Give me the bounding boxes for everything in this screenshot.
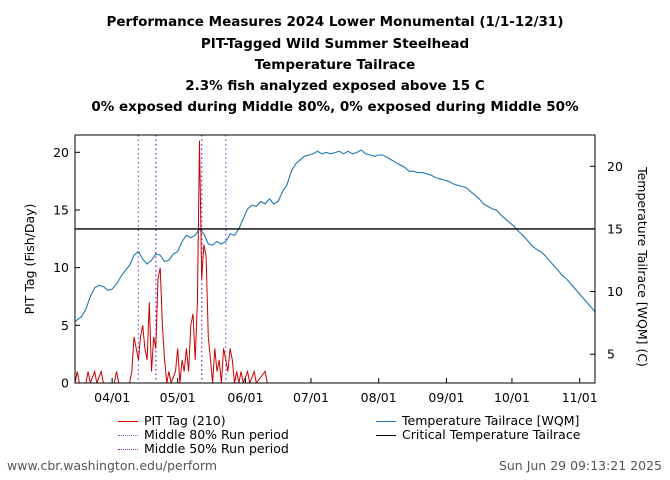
x-tick-label: 09/01 — [428, 390, 464, 405]
x-tick-label: 05/01 — [160, 390, 196, 405]
legend-middle-80-swatch — [118, 435, 138, 436]
legend-temperature: Temperature Tailrace [WQM] — [376, 414, 579, 428]
legend-pit-tag: PIT Tag (210) — [118, 414, 226, 428]
legend-pit-tag-swatch — [118, 421, 138, 422]
legend-pit-tag-label: PIT Tag (210) — [144, 413, 226, 428]
y-left-tick-label: 20 — [53, 145, 69, 160]
y-left-tick-label: 15 — [53, 202, 69, 217]
y-left-axis-label: PIT Tag (Fish/Day) — [22, 204, 37, 315]
x-tick-label: 06/01 — [227, 390, 263, 405]
chart-title-line-1: Performance Measures 2024 Lower Monument… — [106, 14, 564, 30]
legend-middle-50-swatch — [118, 449, 138, 450]
chart-title-line-2: PIT-Tagged Wild Summer Steelhead — [200, 36, 470, 52]
plot-layer: 0 5 10 15 20 5 10 15 20 04/01 05/01 06/01 07/01 08/01… — [22, 134, 650, 405]
chart-title-line-5: 0% exposed during Middle 80%, 0% exposed… — [91, 99, 579, 115]
legend-middle-80: Middle 80% Run period — [118, 428, 289, 442]
legend-middle-50: Middle 50% Run period — [118, 442, 289, 456]
chart-title-line-4: 2.3% fish analyzed exposed above 15 C — [185, 78, 485, 94]
legend-temperature-label: Temperature Tailrace [WQM] — [402, 413, 580, 428]
y-left-tick-label: 0 — [61, 376, 69, 391]
y-right-tick-label: 20 — [607, 159, 623, 174]
y-right-tick-label: 15 — [607, 221, 623, 236]
y-left-tick-label: 10 — [53, 260, 69, 275]
legend-middle-80-label: Middle 80% Run period — [144, 427, 289, 442]
y-right-tick-label: 5 — [607, 347, 615, 362]
y-right-axis-label: Temperature Tailrace [WQM] (C) — [635, 166, 650, 367]
legend-critical: Critical Temperature Tailrace — [376, 428, 580, 442]
x-tick-label: 11/01 — [562, 390, 598, 405]
y-left-tick-label: 5 — [61, 318, 69, 333]
legend-critical-swatch — [376, 435, 396, 436]
x-tick-label: 07/01 — [293, 390, 329, 405]
temperature-series-line — [75, 149, 595, 323]
x-tick-label: 10/01 — [494, 390, 530, 405]
x-tick-label: 08/01 — [361, 390, 397, 405]
legend-critical-label: Critical Temperature Tailrace — [402, 427, 581, 442]
x-tick-label: 04/01 — [94, 390, 130, 405]
plot-frame — [74, 134, 596, 384]
legend-temperature-swatch — [376, 421, 396, 422]
footer-timestamp: Sun Jun 29 09:13:21 2025 — [498, 458, 662, 473]
y-right-tick-label: 10 — [607, 284, 623, 299]
pit-tag-series-line — [75, 140, 268, 383]
legend-middle-50-label: Middle 50% Run period — [144, 441, 289, 456]
footer-source-link[interactable]: www.cbr.washington.edu/perform — [7, 458, 218, 473]
chart-title-line-3: Temperature Tailrace — [254, 57, 416, 73]
